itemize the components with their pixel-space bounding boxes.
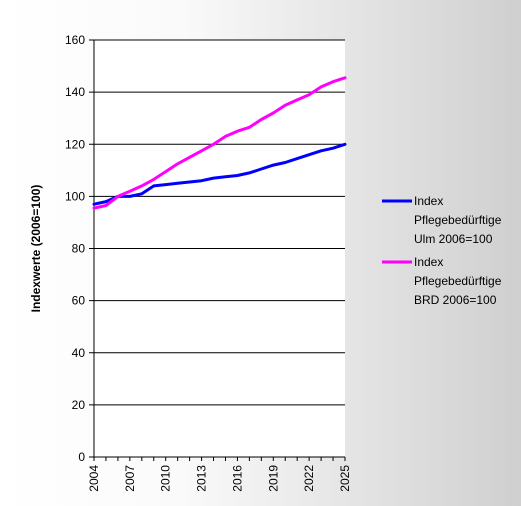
series-line-0 xyxy=(92,142,347,206)
series-line-1 xyxy=(92,76,347,210)
axes xyxy=(93,40,345,458)
y-tick-label: 80 xyxy=(72,242,86,256)
x-tick-label: 2004 xyxy=(87,465,101,492)
x-tick-label: 2019 xyxy=(266,465,280,492)
y-axis-tick-labels: 0 20 40 60 80 100 120 140 160 xyxy=(65,33,85,464)
legend-label: Pflegebedürftige xyxy=(414,213,502,227)
x-tick-label: 2016 xyxy=(230,465,244,492)
series-lines xyxy=(92,76,347,210)
x-tick-label: 2010 xyxy=(159,465,173,492)
y-tick-label: 40 xyxy=(72,346,86,360)
y-tick-label: 20 xyxy=(72,398,86,412)
y-tick-label: 160 xyxy=(65,33,85,47)
x-tick-label: 2013 xyxy=(195,465,209,492)
legend-label: BRD 2006=100 xyxy=(414,293,497,307)
y-tick-label: 0 xyxy=(78,450,85,464)
x-axis-tick-labels: 2004 2007 2010 2013 2016 2019 2022 2025 xyxy=(87,465,352,492)
legend: Index Pflegebedürftige Ulm 2006=100 Index Pf… xyxy=(382,194,502,307)
y-tick-label: 100 xyxy=(65,189,85,203)
x-tick-label: 2025 xyxy=(338,465,352,492)
y-tick-label: 140 xyxy=(65,85,85,99)
legend-label: Ulm 2006=100 xyxy=(414,232,493,246)
legend-label: Index xyxy=(414,194,443,208)
y-tick-label: 60 xyxy=(72,294,86,308)
y-axis-title: Indexwerte (2006=100) xyxy=(29,185,43,313)
gridlines xyxy=(89,39,346,461)
y-tick-label: 120 xyxy=(65,137,85,151)
legend-item-0: Index Pflegebedürftige Ulm 2006=100 xyxy=(382,194,502,246)
legend-item-1: Index Pflegebedürftige BRD 2006=100 xyxy=(382,255,502,307)
legend-label: Pflegebedürftige xyxy=(414,274,502,288)
x-tick-label: 2007 xyxy=(123,465,137,492)
x-tick-label: 2022 xyxy=(302,465,316,492)
legend-label: Index xyxy=(414,255,443,269)
